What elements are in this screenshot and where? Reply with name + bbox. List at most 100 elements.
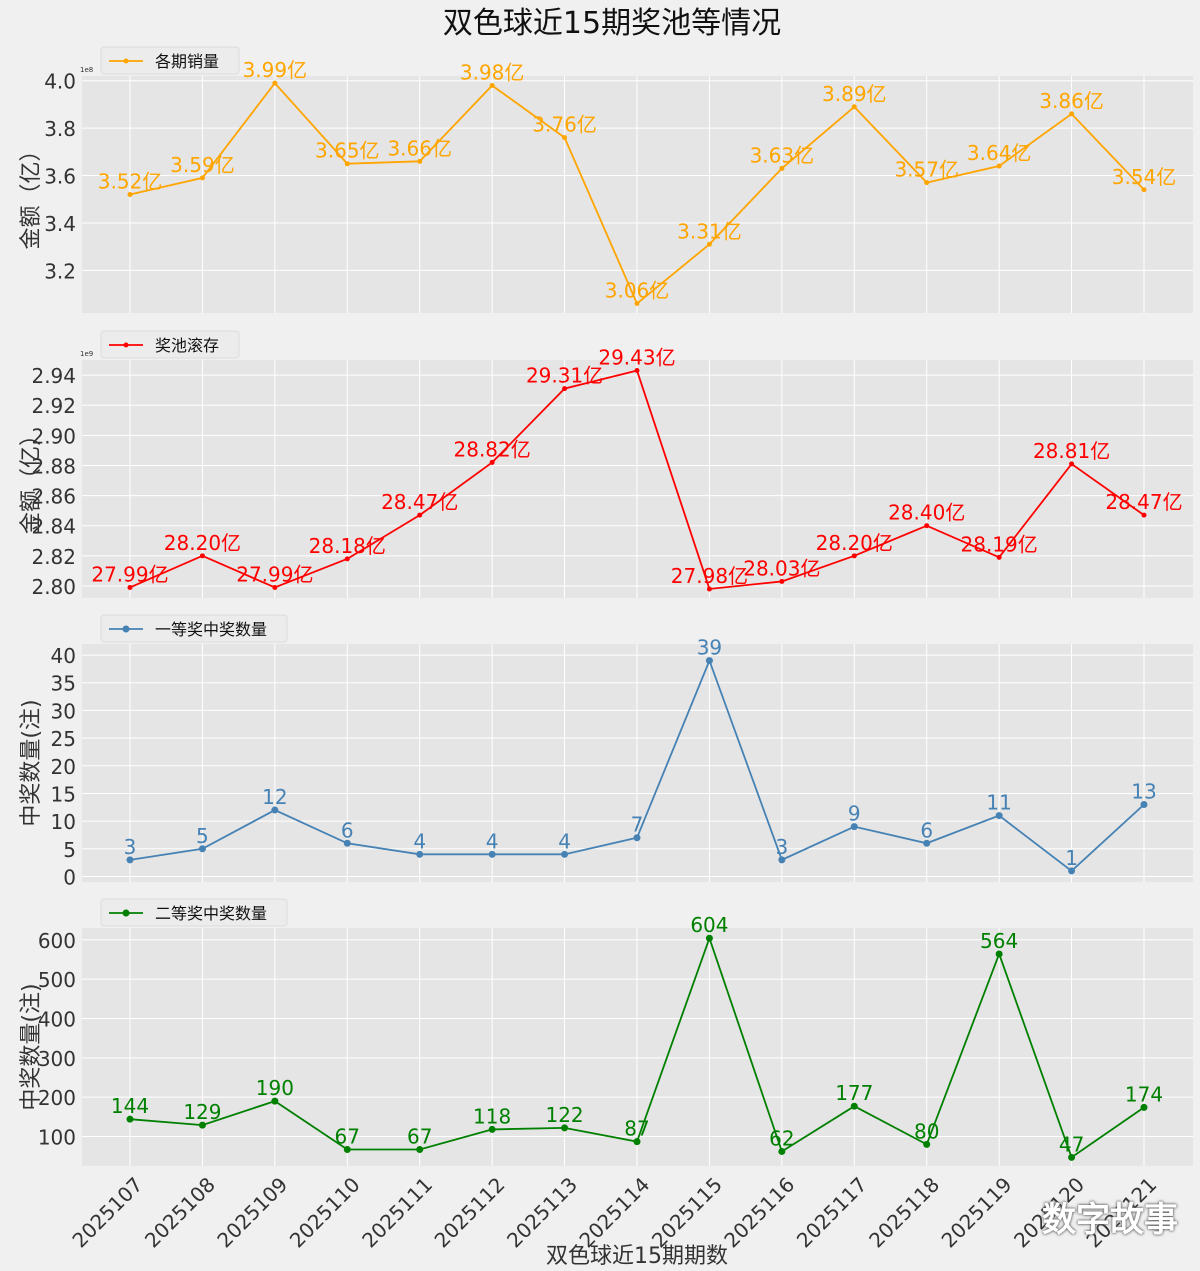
data-point	[417, 512, 423, 518]
watermark: 数字故事	[1042, 1200, 1178, 1240]
data-point	[1068, 867, 1076, 875]
data-point	[634, 301, 640, 307]
data-point	[199, 175, 205, 181]
data-point	[1141, 512, 1147, 518]
data-point	[416, 850, 424, 858]
data-point	[996, 163, 1002, 169]
data-label: 67	[335, 1124, 360, 1148]
legend-box	[100, 898, 288, 927]
legend-marker	[122, 909, 130, 917]
y-tick-label: 25	[51, 727, 76, 751]
data-label: 28.40亿	[888, 501, 965, 525]
data-label: 80	[914, 1119, 939, 1143]
data-label: 28.82亿	[454, 437, 531, 461]
y-tick-label: 400	[38, 1007, 76, 1031]
legend-box	[100, 614, 288, 643]
data-point	[343, 1145, 351, 1153]
data-label: 28.47亿	[381, 490, 458, 514]
data-label: 11	[986, 791, 1011, 815]
y-tick-label: 300	[38, 1047, 76, 1071]
data-point	[489, 459, 495, 465]
data-point	[705, 657, 713, 665]
legend-marker	[122, 625, 130, 633]
legend: 奖池滚存	[100, 330, 240, 359]
data-label: 118	[473, 1104, 511, 1128]
data-point	[271, 806, 279, 814]
x-tick-label: 2025117	[792, 1172, 872, 1252]
x-tick-label: 2025111	[357, 1172, 437, 1252]
data-point	[995, 812, 1003, 820]
data-label: 9	[848, 802, 861, 826]
data-point	[1069, 461, 1075, 467]
data-point	[488, 1125, 496, 1133]
data-label: 3.57亿	[894, 158, 959, 182]
data-label: 3.65亿	[315, 139, 380, 163]
x-tick-label: 2025107	[67, 1172, 147, 1252]
x-tick-label: 2025118	[864, 1172, 944, 1252]
data-label: 3.99亿	[243, 58, 308, 82]
data-label: 3.66亿	[387, 136, 452, 160]
data-label: 29.31亿	[526, 364, 603, 388]
x-tick-label: 2025110	[285, 1172, 365, 1252]
data-point	[1068, 1153, 1076, 1161]
data-point	[924, 180, 930, 186]
y-axis-label: 中奖数量(注)	[19, 699, 44, 826]
data-point	[271, 1097, 279, 1105]
data-label: 28.03亿	[743, 556, 820, 580]
data-label: 3	[775, 835, 788, 859]
data-point	[778, 856, 786, 864]
data-label: 7	[631, 813, 644, 837]
data-label: 27.98亿	[671, 564, 748, 588]
data-point	[633, 834, 641, 842]
data-label: 27.99亿	[91, 562, 168, 586]
y-tick-label: 200	[38, 1086, 76, 1110]
data-point	[923, 1140, 931, 1148]
legend: 一等奖中奖数量	[100, 614, 288, 643]
data-label: 144	[111, 1094, 149, 1118]
data-point	[851, 104, 857, 110]
data-label: 190	[256, 1076, 294, 1100]
data-label: 28.20亿	[816, 531, 893, 555]
x-axis-label: 双色球近15期期数	[546, 1244, 728, 1269]
data-point	[416, 1145, 424, 1153]
data-point	[850, 1102, 858, 1110]
data-point	[1141, 187, 1147, 193]
data-point	[1069, 111, 1075, 117]
y-tick-label: 2.90	[31, 424, 76, 448]
legend-label: 二等奖中奖数量	[155, 904, 267, 923]
legend-marker	[123, 342, 129, 348]
data-label: 1	[1065, 846, 1078, 870]
y-tick-label: 5	[63, 838, 76, 862]
y-tick-label: 3.8	[44, 117, 76, 141]
x-tick-label: 2025113	[502, 1172, 582, 1252]
data-point	[779, 578, 785, 584]
data-point	[634, 368, 640, 374]
data-label: 5	[196, 824, 209, 848]
legend-label: 各期销量	[155, 52, 219, 71]
panel-2: 2.80 2.82 2.84 2.86 2.88 2.90 2.92 2.94 1e9 金额（亿）…	[19, 330, 1193, 599]
data-point	[272, 80, 278, 86]
data-label: 564	[980, 929, 1018, 953]
data-label: 3.63亿	[750, 143, 815, 167]
data-point	[126, 856, 134, 864]
data-label: 87	[624, 1117, 649, 1141]
data-label: 27.99亿	[236, 562, 313, 586]
axis-exponent: 1e8	[80, 66, 93, 74]
data-point	[923, 839, 931, 847]
data-label: 28.20亿	[164, 531, 241, 555]
y-tick-label: 2.84	[31, 515, 76, 539]
data-point	[126, 1115, 134, 1123]
legend: 二等奖中奖数量	[100, 898, 288, 927]
data-label: 67	[407, 1124, 432, 1148]
data-label: 4	[558, 829, 571, 853]
legend: 各期销量	[100, 46, 240, 75]
data-label: 39	[697, 636, 722, 660]
data-point	[706, 586, 712, 592]
data-point	[562, 386, 568, 392]
y-tick-label: 3.4	[44, 212, 76, 236]
y-tick-label: 100	[38, 1125, 76, 1149]
panel-1: 3.2 3.4 3.6 3.8 4.0 1e8 金额（亿） 3.52亿 3.59亿 3.99亿 3.…	[19, 46, 1193, 313]
x-tick-label: 2025116	[719, 1172, 799, 1252]
data-point	[706, 241, 712, 247]
